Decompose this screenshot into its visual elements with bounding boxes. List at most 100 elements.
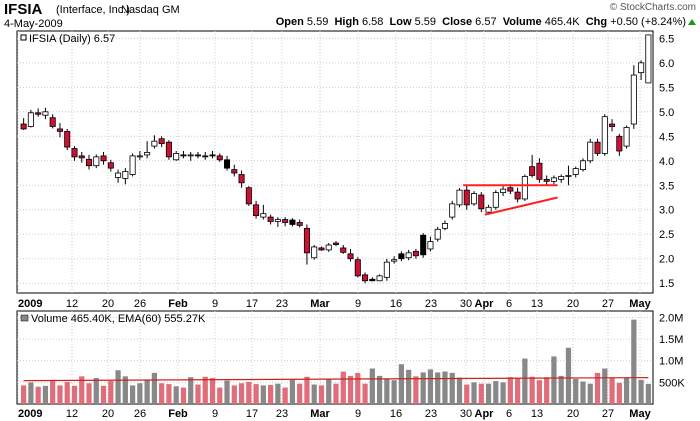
candle — [56, 123, 63, 138]
candle-body — [579, 160, 587, 170]
candle — [572, 166, 579, 178]
candle — [64, 128, 71, 151]
volume-x-tick-label: 30 — [460, 408, 472, 420]
volume-bar — [478, 383, 484, 404]
candle — [405, 249, 412, 261]
candle-body — [645, 34, 652, 84]
candle — [231, 164, 238, 177]
candle-body — [35, 112, 42, 115]
volume-y-tick-label: 1.5M — [659, 334, 683, 346]
candle-body — [209, 154, 216, 157]
candle-body — [630, 74, 637, 125]
candle — [318, 246, 325, 251]
volume-bar — [500, 382, 506, 404]
volume-bar — [464, 384, 470, 404]
volume-bar — [573, 378, 579, 404]
volume-x-tick-label: 6 — [506, 408, 512, 420]
volume-x-tick-label: 13 — [531, 408, 543, 420]
volume-bar — [587, 383, 593, 404]
candle-body — [64, 130, 71, 148]
volume-bar — [507, 377, 513, 404]
ema-line — [23, 377, 649, 382]
candle-body — [289, 219, 296, 225]
price-x-tick-label: 23 — [425, 298, 437, 310]
ticker-symbol: IFSIA — [4, 1, 43, 18]
volume-bar — [580, 381, 586, 404]
candle — [500, 186, 507, 197]
candle-body — [202, 155, 209, 158]
candle — [165, 140, 172, 160]
volume-bar — [544, 377, 550, 404]
candle — [274, 217, 281, 227]
candle — [311, 245, 318, 260]
candle-body — [20, 123, 27, 130]
candle-body — [478, 194, 485, 210]
candle-body — [194, 154, 201, 157]
volume-bar — [253, 384, 259, 404]
volume-bar — [427, 369, 434, 404]
volume-bar — [275, 383, 281, 404]
candle-body — [282, 219, 289, 223]
ohlc-summary: Open 5.59 High 6.58 Low 5.59 Close 6.57 … — [276, 16, 686, 28]
price-legend: IFSIA (Daily) 6.57 — [29, 33, 115, 45]
open-label: Open — [275, 16, 304, 28]
candle-body — [383, 261, 390, 278]
candle — [412, 248, 419, 259]
volume-bar — [86, 383, 92, 404]
candle — [20, 118, 27, 130]
volume-bar — [260, 385, 266, 404]
candle — [27, 109, 34, 128]
candle-body — [78, 155, 85, 159]
price-x-tick-label: Apr — [475, 298, 495, 310]
volume-bar — [333, 383, 339, 404]
volume-x-tick-label: 27 — [602, 408, 614, 420]
candle — [521, 174, 528, 201]
volume-bar — [522, 358, 528, 404]
brand-watermark[interactable]: © StockCharts.com — [609, 2, 696, 13]
volume-bar — [631, 319, 637, 404]
high-label: High — [334, 16, 359, 28]
volume-bar — [180, 387, 187, 404]
candle-body — [427, 241, 434, 250]
candle — [616, 133, 623, 156]
candle-body — [325, 244, 332, 251]
volume-bar — [64, 381, 70, 404]
candle-body — [311, 246, 318, 259]
company-name: (Interface, Inc.) — [56, 4, 130, 16]
candle — [449, 200, 456, 220]
price-y-tick-label: 4.0 — [659, 156, 674, 168]
candle — [369, 277, 376, 282]
candle — [645, 34, 652, 84]
candle — [253, 200, 260, 219]
price-x-tick-label: 16 — [390, 298, 402, 310]
volume-bar — [209, 378, 216, 404]
volume-bar — [369, 368, 375, 404]
candle-body — [594, 141, 601, 154]
candle-body — [500, 188, 507, 194]
price-x-tick-label: 20 — [567, 298, 579, 310]
candle-body — [434, 228, 441, 240]
volume-y-tick-label: 1.0M — [659, 356, 683, 368]
price-x-tick-label: 17 — [246, 298, 258, 310]
candle — [187, 151, 194, 161]
low-label: Low — [389, 16, 412, 28]
volume-value: 465.4K — [544, 16, 580, 28]
volume-bar — [645, 383, 651, 404]
volume-label: Volume — [502, 16, 542, 28]
price-x-tick-label: 6 — [506, 298, 512, 310]
candle — [129, 153, 136, 177]
candle-body — [245, 187, 252, 205]
candle-body — [536, 162, 543, 180]
candle-body — [543, 178, 550, 182]
candle-body — [347, 253, 354, 260]
volume-bar — [129, 385, 136, 404]
candle-body — [85, 158, 93, 167]
candle-body — [623, 127, 630, 147]
candle — [587, 138, 594, 164]
candle-body — [238, 174, 245, 184]
candle — [115, 169, 122, 183]
volume-bar — [57, 385, 63, 404]
candle-body — [332, 242, 340, 245]
price-x-tick-label: 9 — [212, 298, 218, 310]
volume-bar — [326, 378, 332, 404]
